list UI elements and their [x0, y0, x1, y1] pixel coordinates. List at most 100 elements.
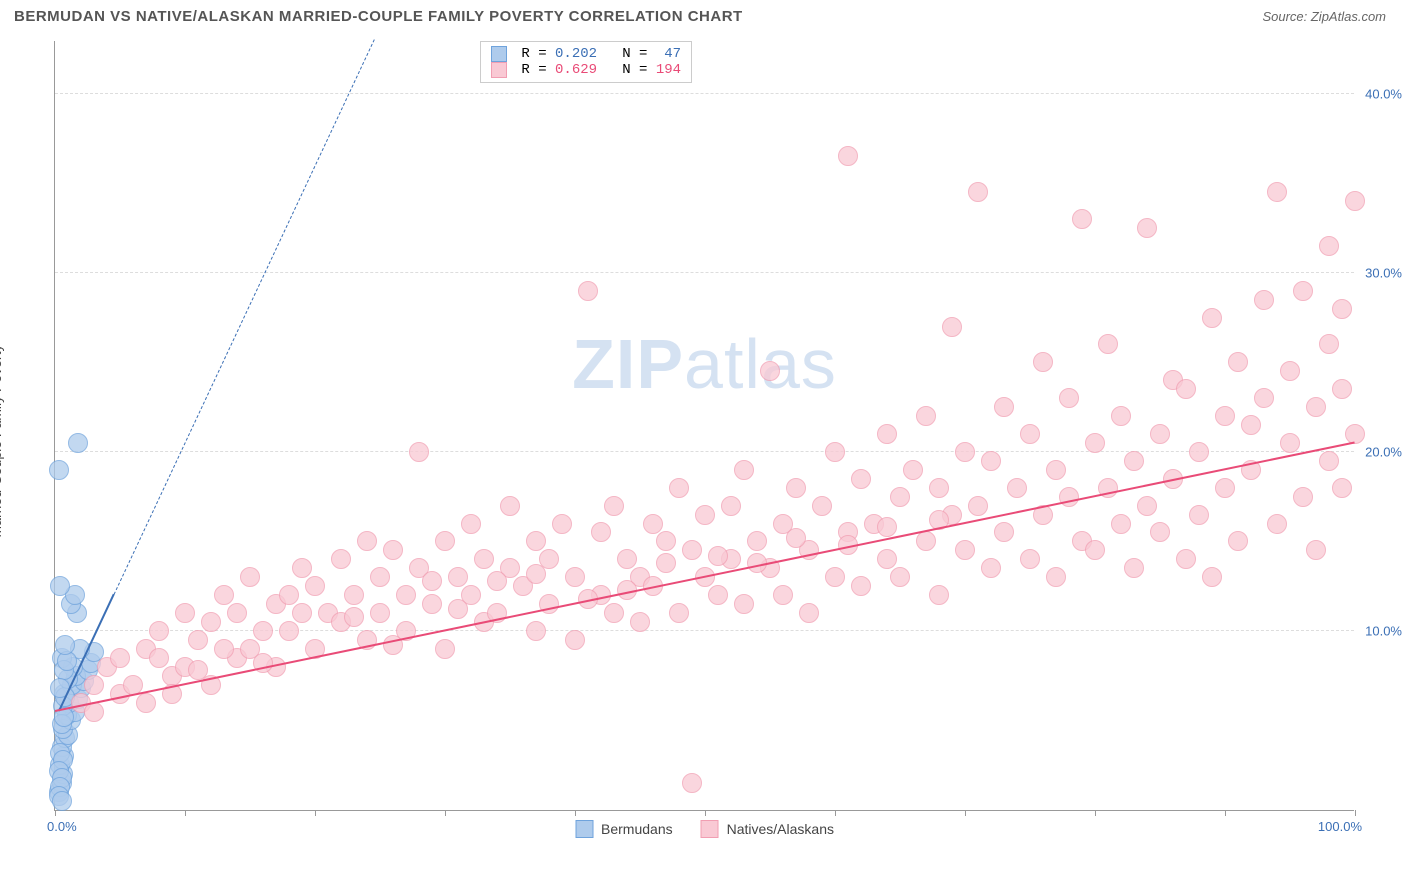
data-point — [448, 567, 468, 587]
data-point — [526, 564, 546, 584]
data-point — [890, 487, 910, 507]
gridline: 40.0% — [55, 93, 1354, 94]
data-point — [68, 433, 88, 453]
data-point — [968, 182, 988, 202]
data-point — [1137, 218, 1157, 238]
data-point — [1085, 540, 1105, 560]
data-point — [175, 603, 195, 623]
data-point — [52, 791, 72, 811]
data-point — [643, 514, 663, 534]
data-point — [994, 397, 1014, 417]
data-point — [110, 648, 130, 668]
data-point — [851, 469, 871, 489]
data-point — [526, 621, 546, 641]
data-point — [851, 576, 871, 596]
data-point — [552, 514, 572, 534]
data-point — [461, 514, 481, 534]
data-point — [812, 496, 832, 516]
data-point — [1189, 505, 1209, 525]
data-point — [903, 460, 923, 480]
data-point — [916, 531, 936, 551]
x-min-label: 0.0% — [47, 819, 77, 834]
data-point — [1111, 406, 1131, 426]
data-point — [578, 281, 598, 301]
data-point — [1189, 442, 1209, 462]
data-point — [526, 531, 546, 551]
x-tick — [1095, 810, 1096, 816]
x-max-label: 100.0% — [1318, 819, 1362, 834]
data-point — [1345, 424, 1365, 444]
data-point — [1332, 299, 1352, 319]
data-point — [1020, 549, 1040, 569]
data-point — [409, 442, 429, 462]
chart-area: Married-Couple Family Poverty ZIPatlas R… — [14, 31, 1394, 851]
data-point — [1111, 514, 1131, 534]
data-point — [383, 540, 403, 560]
data-point — [1033, 352, 1053, 372]
data-point — [617, 549, 637, 569]
data-point — [292, 558, 312, 578]
x-tick — [185, 810, 186, 816]
data-point — [1046, 460, 1066, 480]
data-point — [1150, 522, 1170, 542]
data-point — [1345, 191, 1365, 211]
data-point — [1280, 361, 1300, 381]
x-tick — [705, 810, 706, 816]
title-bar: BERMUDAN VS NATIVE/ALASKAN MARRIED-COUPL… — [0, 0, 1406, 31]
y-tick-label: 40.0% — [1365, 86, 1402, 101]
series-legend: Bermudans Natives/Alaskans — [575, 820, 834, 838]
data-point — [1241, 415, 1261, 435]
data-point — [422, 571, 442, 591]
data-point — [708, 585, 728, 605]
legend-label: Bermudans — [601, 821, 673, 837]
data-point — [49, 460, 69, 480]
data-point — [435, 639, 455, 659]
data-point — [669, 478, 689, 498]
data-point — [201, 612, 221, 632]
data-point — [149, 648, 169, 668]
data-point — [149, 621, 169, 641]
data-point — [682, 773, 702, 793]
legend-item: Bermudans — [575, 820, 673, 838]
data-point — [734, 460, 754, 480]
data-point — [877, 549, 897, 569]
y-tick-label: 10.0% — [1365, 623, 1402, 638]
data-point — [1293, 281, 1313, 301]
data-point — [916, 406, 936, 426]
chart-title: BERMUDAN VS NATIVE/ALASKAN MARRIED-COUPL… — [14, 8, 743, 25]
data-point — [734, 594, 754, 614]
data-point — [604, 496, 624, 516]
y-tick-label: 20.0% — [1365, 444, 1402, 459]
source-label: Source: ZipAtlas.com — [1262, 9, 1386, 24]
data-point — [747, 531, 767, 551]
data-point — [656, 531, 676, 551]
data-point — [1124, 451, 1144, 471]
legend-swatch — [491, 46, 507, 62]
data-point — [1306, 540, 1326, 560]
data-point — [1254, 388, 1274, 408]
data-point — [1293, 487, 1313, 507]
y-axis-title: Married-Couple Family Poverty — [0, 345, 4, 538]
gridline: 20.0% — [55, 451, 1354, 452]
data-point — [55, 635, 75, 655]
legend-item: Natives/Alaskans — [701, 820, 834, 838]
data-point — [227, 603, 247, 623]
x-tick — [835, 810, 836, 816]
data-point — [292, 603, 312, 623]
x-tick — [1225, 810, 1226, 816]
data-point — [1176, 549, 1196, 569]
data-point — [1150, 424, 1170, 444]
data-point — [695, 505, 715, 525]
data-point — [955, 540, 975, 560]
data-point — [656, 553, 676, 573]
data-point — [448, 599, 468, 619]
data-point — [838, 146, 858, 166]
legend-swatch — [575, 820, 593, 838]
legend-label: Natives/Alaskans — [727, 821, 834, 837]
data-point — [344, 585, 364, 605]
data-point — [279, 585, 299, 605]
scatter-plot: ZIPatlas R = 0.202 N = 47 R = 0.629 N = … — [54, 41, 1354, 811]
data-point — [474, 549, 494, 569]
data-point — [591, 522, 611, 542]
data-point — [188, 660, 208, 680]
